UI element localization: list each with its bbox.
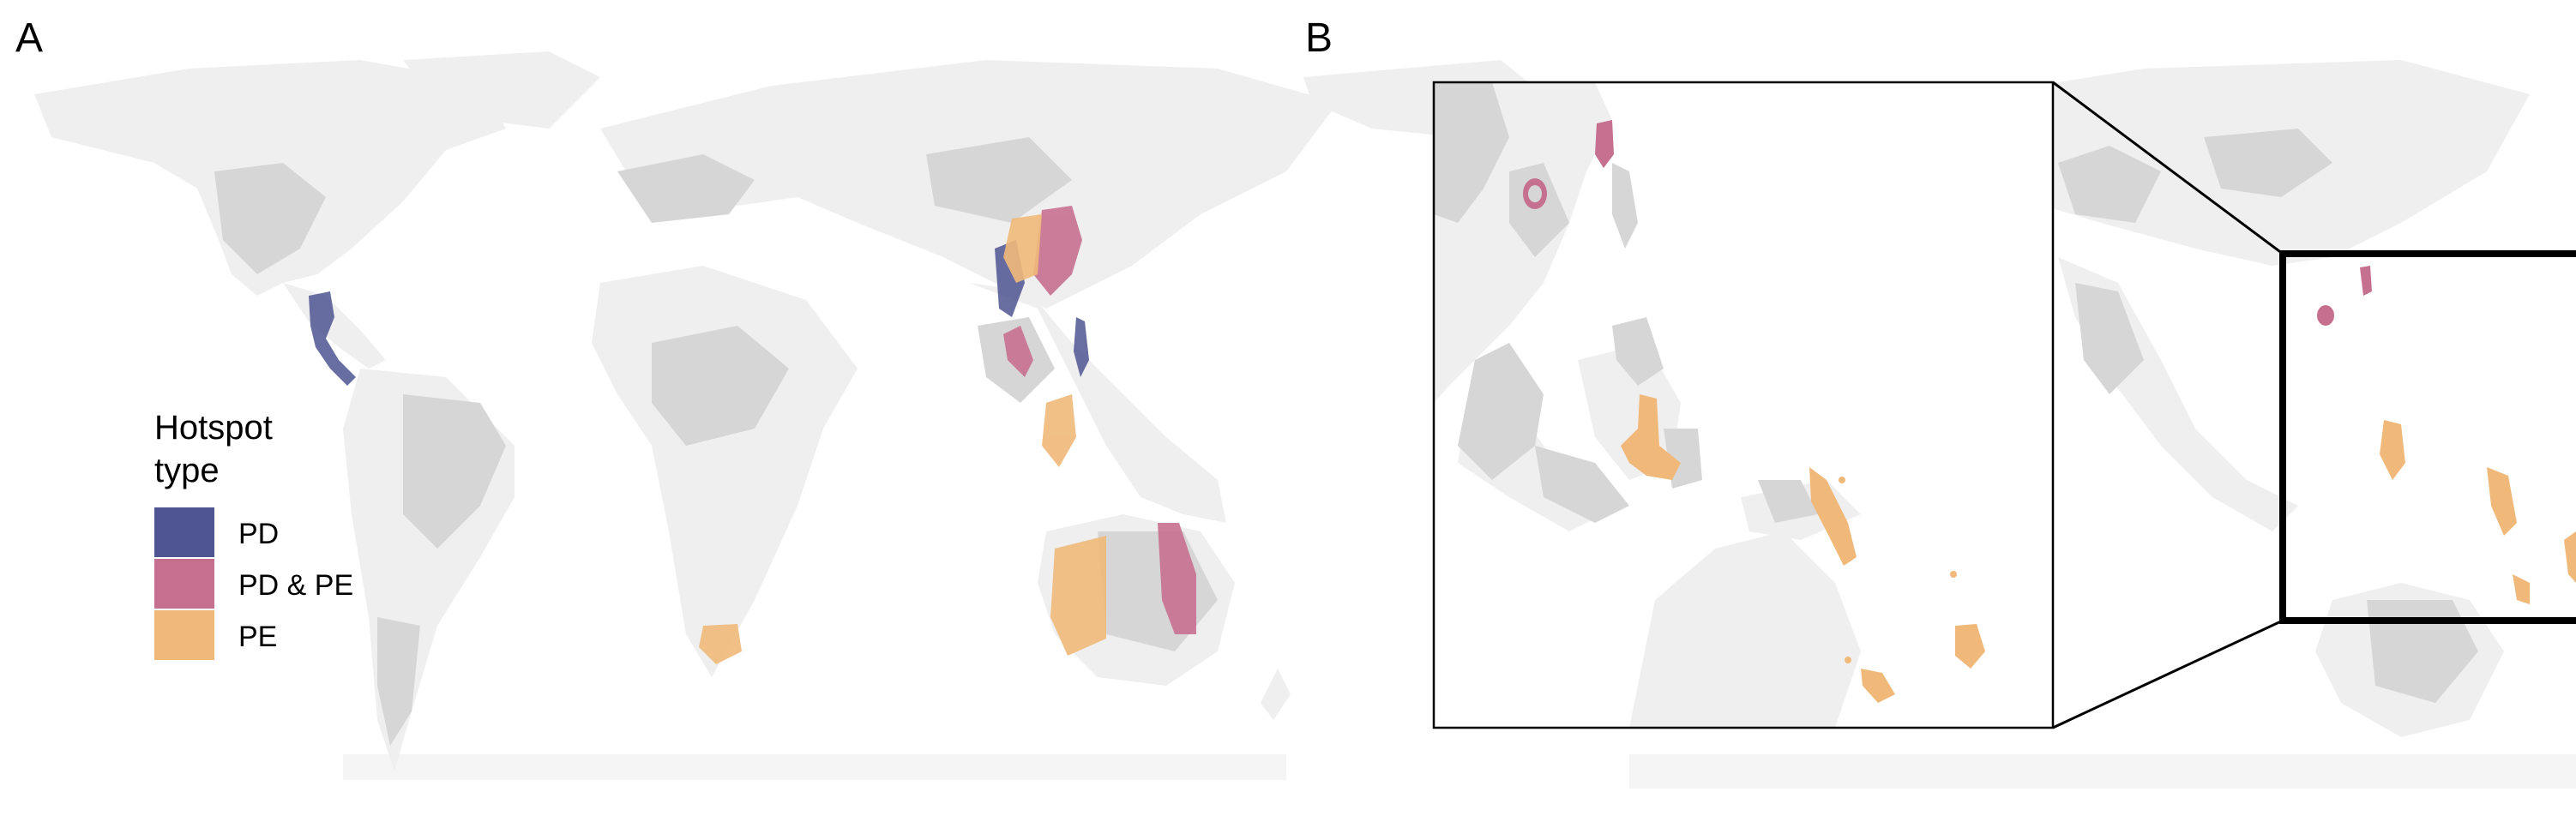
hotspot-pd-philippines (1074, 317, 1089, 377)
inset-shaded (1434, 82, 1818, 523)
hotspot-pe-solomon-inset (1809, 467, 1857, 566)
hotspot-pe-fiji-main (2564, 531, 2576, 583)
hotspot-pe-borneo (1042, 394, 1076, 467)
hotspot-pdpe-south-china (1033, 206, 1082, 296)
legend-label-pd: PD (238, 518, 279, 550)
hotspots-pe-a (699, 214, 1106, 664)
hotspot-pd-central-america (309, 291, 356, 386)
hotspot-pdpe-queensland (1158, 523, 1196, 634)
legend-swatch-pdpe (154, 559, 214, 609)
hotspot-pe-vanuatu-main (2513, 574, 2530, 604)
hotspot-hainan-core (1528, 185, 1542, 202)
legend-title-line2: type (154, 452, 220, 489)
legend-swatch-pd (154, 507, 214, 557)
hotspot-pe-south-africa (699, 624, 742, 664)
hotspot-pdpe-taiwan-inset (1595, 120, 1614, 168)
hotspot-pe-vanuatu-inset (1955, 624, 1985, 669)
panel-a-map (34, 51, 1338, 780)
hotspot-pdpe-hainan-main (2317, 305, 2334, 326)
hotspot-pe-solomon-main (2487, 467, 2517, 536)
hotspot-pdpe-indochina (1003, 326, 1033, 377)
legend: Hotspot type PD PD & PE PE (154, 409, 353, 660)
legend-title: Hotspot (154, 409, 273, 447)
hotspot-pe-newcaledonia-inset (1861, 669, 1895, 703)
inset-hotspots (1523, 120, 1985, 703)
inset-map (1432, 81, 2055, 729)
world-shaded-regions-b (2058, 129, 2478, 703)
legend-label-pdpe: PD & PE (238, 569, 353, 602)
panel-a-label: A (15, 15, 43, 61)
inset-connector-top (2052, 81, 2284, 255)
hotspot-pe-western-australia (1050, 536, 1106, 656)
legend-label-pe: PE (238, 621, 277, 653)
panel-b-label: B (1305, 15, 1333, 61)
hotspots-b-main (2317, 266, 2576, 604)
hotspot-pe-yunnan (1003, 214, 1042, 283)
inset-connector-bottom (2052, 619, 2284, 729)
world-shaded-regions-a (214, 137, 1218, 746)
hotspot-pe-sulawesi-main (2380, 420, 2405, 480)
legend-swatch-pe (154, 610, 214, 660)
hotspots-pdpe-a (1003, 206, 1196, 634)
zoom-region-highlight (2279, 250, 2576, 624)
inset-frame (1432, 81, 2055, 729)
hotspot-pe-sulawesi-inset (1621, 394, 1681, 480)
hotspot-pdpe-taiwan-main (2360, 266, 2372, 296)
